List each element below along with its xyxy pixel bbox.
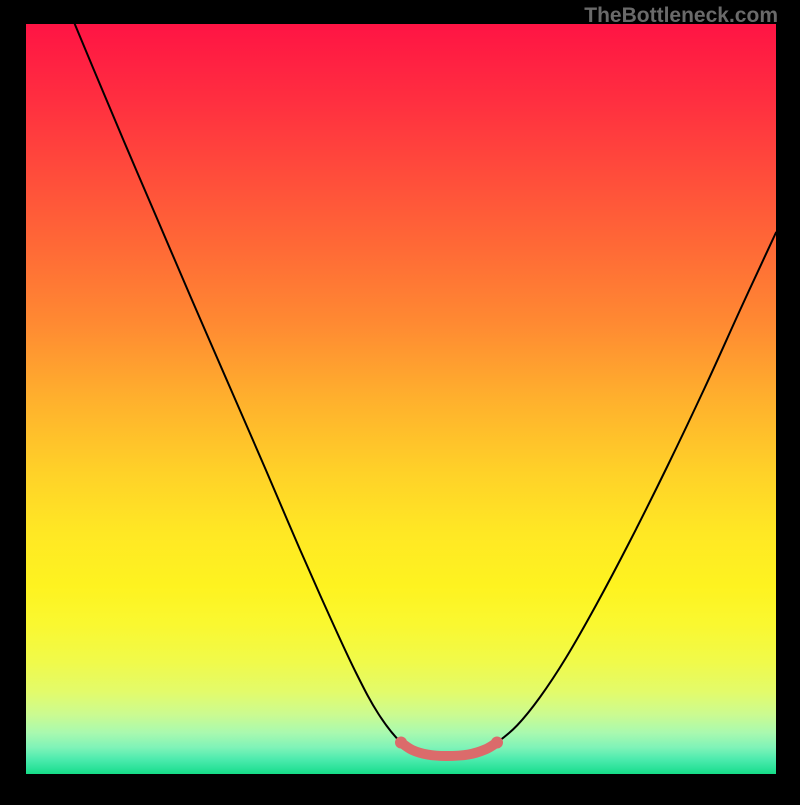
optimal-range-start-dot <box>395 737 407 749</box>
watermark-text: TheBottleneck.com <box>584 4 778 28</box>
chart-svg <box>0 0 800 800</box>
plot-background <box>26 24 776 774</box>
bottleneck-chart: TheBottleneck.com <box>0 0 800 800</box>
optimal-range-end-dot <box>491 737 503 749</box>
